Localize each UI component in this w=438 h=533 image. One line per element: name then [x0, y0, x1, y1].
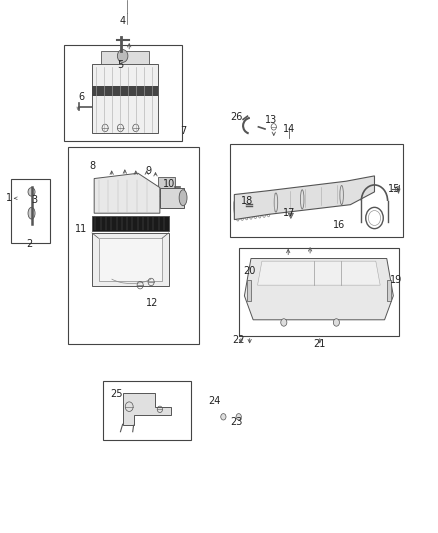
Text: 21: 21 — [314, 339, 326, 349]
Polygon shape — [123, 393, 171, 425]
Text: 1: 1 — [6, 193, 12, 203]
Text: 20: 20 — [244, 266, 256, 276]
Polygon shape — [288, 213, 293, 219]
Bar — [103, 381, 191, 440]
Text: 24: 24 — [208, 396, 221, 406]
Ellipse shape — [179, 190, 187, 206]
Circle shape — [28, 188, 35, 196]
Bar — [99, 238, 162, 281]
Text: 23: 23 — [230, 417, 243, 427]
Text: 2: 2 — [27, 239, 33, 249]
Polygon shape — [244, 259, 393, 320]
Text: 26: 26 — [230, 112, 243, 122]
Bar — [387, 280, 391, 301]
Text: 7: 7 — [180, 126, 186, 135]
Bar — [230, 144, 403, 237]
Circle shape — [333, 319, 339, 326]
Ellipse shape — [28, 207, 35, 219]
Text: 22: 22 — [233, 335, 245, 345]
Text: 14: 14 — [283, 124, 295, 134]
Polygon shape — [94, 173, 160, 213]
Bar — [158, 177, 175, 196]
Text: 3: 3 — [31, 195, 37, 205]
Bar — [64, 45, 182, 141]
Text: 16: 16 — [333, 220, 346, 230]
Text: 25: 25 — [110, 390, 122, 399]
Text: 18: 18 — [241, 197, 254, 206]
Text: 13: 13 — [265, 115, 278, 125]
Polygon shape — [258, 261, 380, 285]
Text: 10: 10 — [162, 179, 175, 189]
Bar — [92, 86, 158, 96]
Bar — [101, 51, 149, 64]
Circle shape — [236, 414, 241, 420]
Bar — [11, 179, 50, 243]
Polygon shape — [160, 188, 184, 208]
Bar — [247, 280, 251, 301]
Bar — [92, 233, 169, 286]
Text: 9: 9 — [146, 166, 152, 175]
Text: 12: 12 — [146, 298, 159, 308]
Text: 4: 4 — [120, 17, 126, 26]
Text: 8: 8 — [89, 161, 95, 171]
Circle shape — [281, 319, 287, 326]
Circle shape — [117, 50, 128, 62]
Text: 15: 15 — [388, 184, 400, 194]
Text: 17: 17 — [283, 208, 295, 218]
Polygon shape — [234, 176, 374, 220]
Polygon shape — [92, 64, 158, 133]
Bar — [239, 248, 399, 336]
Circle shape — [396, 187, 400, 192]
Text: 19: 19 — [390, 275, 403, 285]
Text: 5: 5 — [117, 60, 124, 70]
Circle shape — [221, 414, 226, 420]
Text: 6: 6 — [78, 92, 84, 102]
Text: 11: 11 — [75, 224, 87, 234]
Bar — [68, 147, 199, 344]
Bar — [92, 216, 169, 231]
